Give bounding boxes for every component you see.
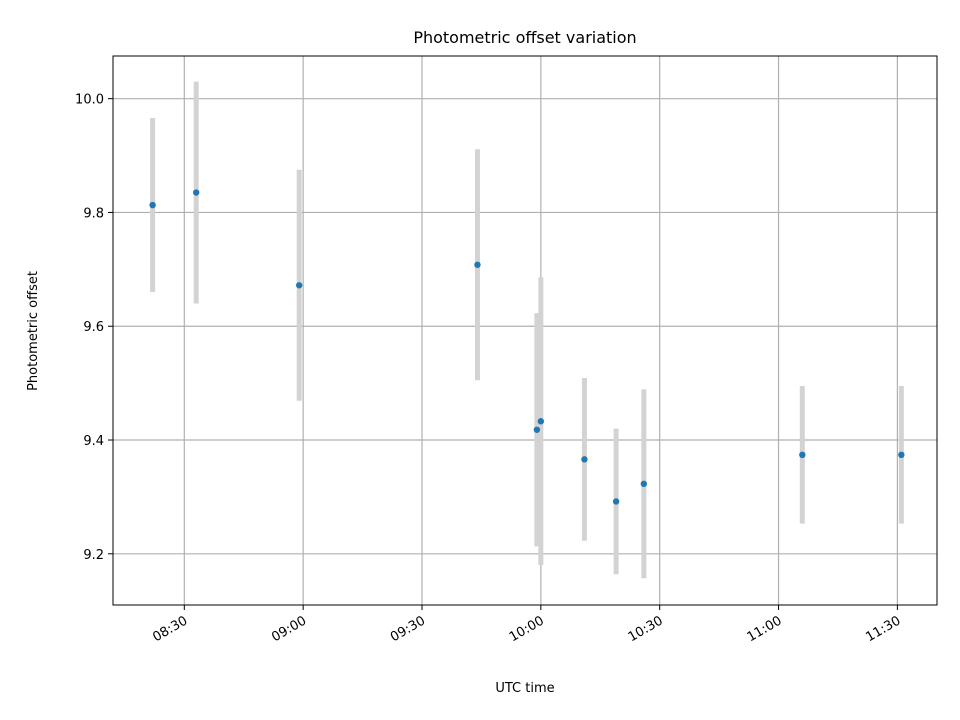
grid: [113, 56, 937, 605]
y-tick-label: 9.8: [83, 206, 104, 221]
data-points: [149, 189, 905, 505]
y-tick-label: 9.2: [83, 548, 104, 563]
data-point: [537, 418, 545, 425]
data-point: [640, 480, 648, 488]
data-point: [192, 189, 200, 196]
data-point: [612, 498, 620, 505]
data-point: [898, 451, 905, 459]
data-point: [295, 282, 303, 289]
data-point: [581, 456, 588, 463]
x-axis-label: UTC time: [495, 681, 554, 696]
chart-title: Photometric offset variation: [413, 28, 636, 47]
data-point: [533, 426, 541, 433]
y-tick-label: 9.6: [83, 320, 104, 335]
data-point: [474, 261, 481, 268]
data-point: [149, 201, 156, 209]
y-tick-label: 9.4: [83, 434, 104, 449]
data-point: [799, 451, 806, 459]
plot-frame: [112, 55, 938, 606]
y-tick-label: 10.0: [75, 93, 104, 108]
y-axis-label: Photometric offset: [26, 271, 41, 391]
